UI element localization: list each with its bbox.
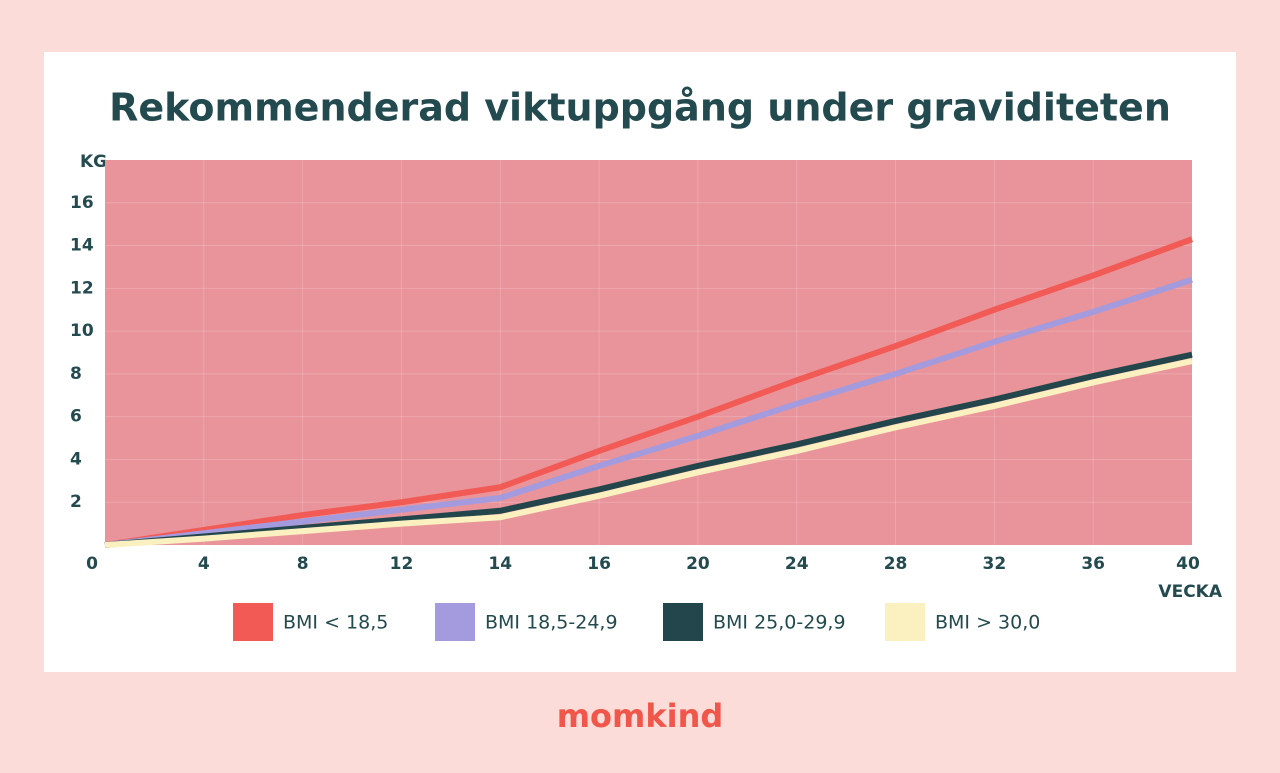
x-tick-label: 16 <box>587 554 611 574</box>
x-tick-label: 8 <box>297 554 309 574</box>
plot-area <box>105 160 1192 545</box>
y-tick-label: 16 <box>70 193 94 213</box>
y-tick-label: 6 <box>70 407 82 427</box>
x-tick-label: 24 <box>785 554 809 574</box>
y-tick-label: 2 <box>70 492 82 512</box>
y-tick-label: 12 <box>70 278 94 298</box>
x-tick-label: 4 <box>198 554 210 574</box>
x-tick-label: 12 <box>390 554 414 574</box>
line <box>104 358 1193 548</box>
x-tick-label: 28 <box>884 554 908 574</box>
y-tick-label: 14 <box>70 236 94 256</box>
x-tick-label: 32 <box>983 554 1007 574</box>
line <box>104 236 1194 548</box>
y-tick-label: 4 <box>70 449 82 469</box>
legend-label: BMI > 30,0 <box>935 612 1040 634</box>
y-tick-label: 8 <box>70 364 82 384</box>
legend-swatch <box>885 603 925 641</box>
legend-label: BMI < 18,5 <box>283 612 388 634</box>
line <box>104 351 1193 548</box>
legend-swatch <box>233 603 273 641</box>
legend-swatch <box>435 603 475 641</box>
y-axis-label: KG <box>80 152 107 172</box>
x-tick-label: 40 <box>1176 554 1200 574</box>
x-tick-label: 36 <box>1081 554 1105 574</box>
y-tick-label: 10 <box>70 321 94 341</box>
x-tick-label: 14 <box>488 554 512 574</box>
x-axis-label: VECKA <box>1158 582 1222 602</box>
line <box>104 276 1193 548</box>
chart-title: Rekommenderad viktuppgång under gravidit… <box>109 86 1171 130</box>
brand-logo: momkind <box>557 697 724 735</box>
x-tick-label: 0 <box>86 554 98 574</box>
legend-swatch <box>663 603 703 641</box>
legend-label: BMI 18,5-24,9 <box>485 612 618 634</box>
x-tick-label: 20 <box>686 554 710 574</box>
legend-label: BMI 25,0-29,9 <box>713 612 846 634</box>
